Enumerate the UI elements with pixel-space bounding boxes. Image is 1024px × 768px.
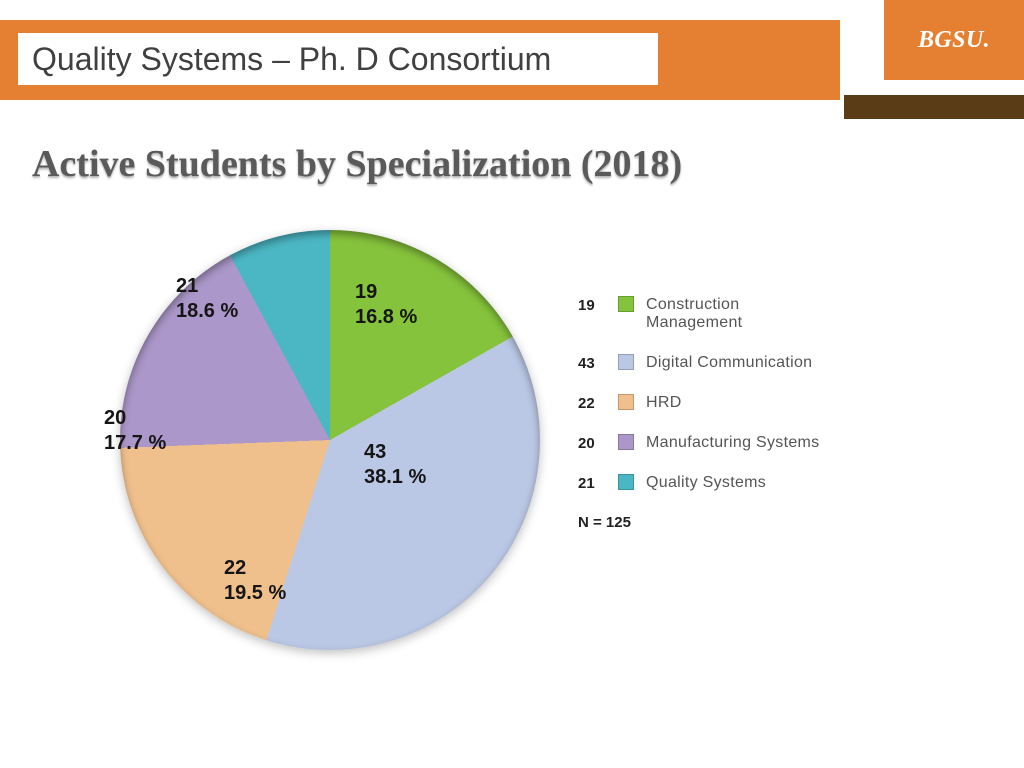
pie-chart: 1916.8 %4338.1 %2219.5 %2017.7 %2118.6 %	[120, 230, 540, 650]
chart-title-box: Active Students by Specialization (2018)	[30, 136, 684, 192]
legend-swatch	[618, 474, 634, 490]
legend-swatch	[618, 354, 634, 370]
legend-swatch	[618, 394, 634, 410]
legend-swatch	[618, 434, 634, 450]
legend: 19 ConstructionManagement 43 Digital Commun…	[578, 296, 938, 531]
legend-total: N = 125	[578, 514, 938, 531]
slice-label-hrd: 2219.5 %	[224, 556, 286, 606]
legend-label: HRD	[646, 394, 682, 412]
legend-row-quality_systems: 21 Quality Systems	[578, 474, 938, 492]
legend-count: 20	[578, 434, 618, 452]
legend-label: Quality Systems	[646, 474, 766, 492]
slice-label-quality_systems: 2118.6 %	[176, 274, 238, 324]
logo-text: BGSU.	[918, 27, 990, 54]
legend-row-construction_management: 19 ConstructionManagement	[578, 296, 938, 332]
slice-label-manufacturing_systems: 2017.7 %	[104, 406, 166, 456]
legend-row-manufacturing_systems: 20 Manufacturing Systems	[578, 434, 938, 452]
legend-swatch	[618, 296, 634, 312]
legend-label: ConstructionManagement	[646, 296, 742, 332]
logo-block: BGSU.	[884, 0, 1024, 80]
legend-label: Digital Communication	[646, 354, 812, 372]
legend-count: 43	[578, 354, 618, 372]
legend-label: Manufacturing Systems	[646, 434, 819, 452]
legend-count: 22	[578, 394, 618, 412]
legend-count: 19	[578, 296, 618, 314]
legend-count: 21	[578, 474, 618, 492]
slice-label-digital_communication: 4338.1 %	[364, 440, 426, 490]
chart-title: Active Students by Specialization (2018)	[32, 143, 682, 185]
accent-strip	[844, 95, 1024, 119]
slide: Quality Systems – Ph. D Consortium BGSU.…	[0, 0, 1024, 768]
legend-row-digital_communication: 43 Digital Communication	[578, 354, 938, 372]
slice-label-construction_management: 1916.8 %	[355, 280, 417, 330]
title-box: Quality Systems – Ph. D Consortium	[18, 33, 658, 85]
legend-row-hrd: 22 HRD	[578, 394, 938, 412]
slide-title: Quality Systems – Ph. D Consortium	[32, 41, 551, 78]
